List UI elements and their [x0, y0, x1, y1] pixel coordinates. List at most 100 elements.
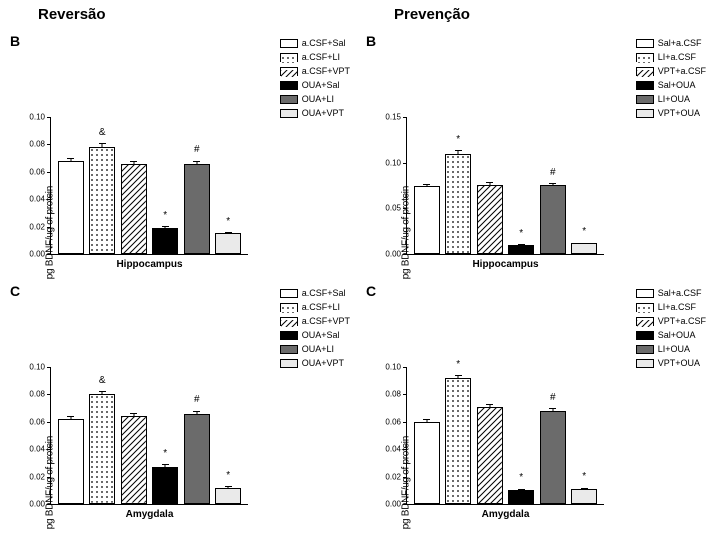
bar	[184, 414, 210, 504]
annotation: *	[582, 471, 586, 482]
bar	[89, 147, 115, 254]
legend-swatch	[280, 345, 298, 354]
panel-right-B: BSal+a.CSFLI+a.CSFVPT+a.CSFSal+OUALI+OUA…	[364, 27, 712, 277]
y-tick-label: 0.06	[29, 167, 45, 176]
y-tick-label: 0.02	[385, 472, 401, 481]
bars-group: &*#*	[51, 367, 248, 504]
bar-wrap: *	[150, 367, 182, 504]
x-axis-label: Hippocampus	[116, 259, 182, 270]
plot-area: pg BDNF/ug of proteinHippocampus0.000.02…	[50, 117, 248, 255]
bar	[540, 411, 566, 504]
legend-row: a.CSF+Sal	[280, 37, 350, 50]
legend-label: a.CSF+Sal	[302, 37, 346, 50]
error-bar	[584, 488, 585, 490]
error-bar	[489, 404, 490, 408]
legend-row: a.CSF+LI	[280, 301, 350, 314]
y-tick-label: 0.08	[29, 390, 45, 399]
x-axis-label: Amygdala	[126, 509, 174, 520]
bar-wrap: #	[537, 117, 569, 254]
bar-wrap: #	[181, 367, 213, 504]
legend-label: a.CSF+VPT	[302, 65, 350, 78]
bar-wrap: *	[569, 367, 601, 504]
y-tick-label: 0.08	[29, 140, 45, 149]
y-tick-label: 0.10	[29, 363, 45, 372]
legend-label: VPT+OUA	[658, 357, 700, 370]
legend-label: OUA+LI	[302, 93, 334, 106]
legend-row: LI+a.CSF	[636, 301, 706, 314]
legend: a.CSF+Sala.CSF+LIa.CSF+VPTOUA+SalOUA+LIO…	[280, 37, 350, 121]
legend-row: LI+OUA	[636, 93, 706, 106]
annotation: *	[226, 470, 230, 481]
legend-row: Sal+a.CSF	[636, 37, 706, 50]
legend-row: Sal+OUA	[636, 79, 706, 92]
legend-label: OUA+LI	[302, 343, 334, 356]
bar-wrap: *	[569, 117, 601, 254]
bar-wrap: *	[213, 117, 245, 254]
bar-wrap: *	[506, 117, 538, 254]
plot-area: pg BDNF/ug of proteinAmygdala0.000.020.0…	[50, 367, 248, 505]
legend-swatch	[636, 109, 654, 118]
annotation: *	[456, 359, 460, 370]
y-tick	[47, 254, 51, 255]
error-bar	[489, 182, 490, 186]
legend: a.CSF+Sala.CSF+LIa.CSF+VPTOUA+SalOUA+LIO…	[280, 287, 350, 371]
legend-row: LI+OUA	[636, 343, 706, 356]
legend-swatch	[280, 53, 298, 62]
legend-label: LI+a.CSF	[658, 301, 696, 314]
error-bar	[196, 411, 197, 415]
legend-row: OUA+VPT	[280, 107, 350, 120]
panel-left-C: Ca.CSF+Sala.CSF+LIa.CSF+VPTOUA+SalOUA+LI…	[8, 277, 356, 527]
bar-wrap: *	[150, 117, 182, 254]
bar	[58, 161, 84, 254]
y-tick-label: 0.06	[385, 417, 401, 426]
legend-label: a.CSF+VPT	[302, 315, 350, 328]
y-tick	[403, 254, 407, 255]
legend-row: OUA+Sal	[280, 79, 350, 92]
legend-label: Sal+OUA	[658, 79, 696, 92]
legend-swatch	[280, 359, 298, 368]
bar	[445, 154, 471, 254]
y-tick-label: 0.04	[29, 445, 45, 454]
error-bar	[102, 391, 103, 395]
bar-wrap	[474, 367, 506, 504]
bar	[477, 407, 503, 504]
bar	[58, 419, 84, 504]
error-bar	[584, 243, 585, 244]
panel-left-B: Ba.CSF+Sala.CSF+LIa.CSF+VPTOUA+SalOUA+LI…	[8, 27, 356, 277]
bar	[152, 228, 178, 254]
bar	[184, 164, 210, 254]
legend-swatch	[280, 39, 298, 48]
annotation: #	[194, 144, 200, 155]
annotation: *	[163, 210, 167, 221]
legend-label: LI+OUA	[658, 93, 690, 106]
y-tick-label: 0.04	[385, 445, 401, 454]
error-bar	[196, 161, 197, 165]
legend-row: VPT+OUA	[636, 107, 706, 120]
legend-swatch	[636, 317, 654, 326]
legend-label: VPT+a.CSF	[658, 65, 706, 78]
legend-label: OUA+Sal	[302, 329, 340, 342]
legend-row: a.CSF+Sal	[280, 287, 350, 300]
legend-row: a.CSF+VPT	[280, 65, 350, 78]
bar	[571, 243, 597, 254]
y-tick-label: 0.08	[385, 390, 401, 399]
y-tick	[47, 504, 51, 505]
y-tick-label: 0.06	[29, 417, 45, 426]
legend-label: VPT+a.CSF	[658, 315, 706, 328]
x-axis-label: Hippocampus	[472, 259, 538, 270]
y-tick-label: 0.00	[29, 250, 45, 259]
bar-wrap	[411, 367, 443, 504]
bar-wrap: *	[443, 117, 475, 254]
annotation: &	[99, 375, 106, 386]
legend-label: Sal+a.CSF	[658, 37, 702, 50]
y-tick-label: 0.10	[385, 158, 401, 167]
legend-label: OUA+VPT	[302, 107, 344, 120]
panel-letter: B	[366, 33, 376, 49]
bar	[477, 185, 503, 254]
bars-group: &*#*	[51, 117, 248, 254]
annotation: *	[519, 472, 523, 483]
error-bar	[458, 375, 459, 379]
error-bar	[133, 413, 134, 417]
y-tick-label: 0.10	[385, 363, 401, 372]
error-bar	[70, 416, 71, 420]
